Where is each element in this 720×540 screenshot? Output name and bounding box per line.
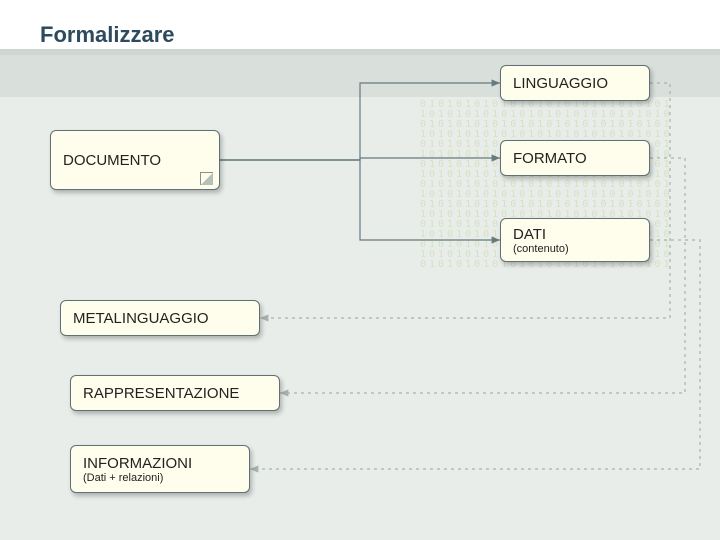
slide-title: Formalizzare <box>40 22 175 48</box>
node-formato-label: FORMATO <box>513 150 637 167</box>
node-linguaggio: LINGUAGGIO <box>500 65 650 101</box>
node-informazioni-sub: (Dati + relazioni) <box>83 472 237 484</box>
node-informazioni-label: INFORMAZIONI <box>83 455 237 472</box>
node-documento-label: DOCUMENTO <box>63 152 207 169</box>
node-metalinguaggio: METALINGUAGGIO <box>60 300 260 336</box>
connector-formato-rappresentazione <box>280 158 685 393</box>
node-rappresentazione-label: RAPPRESENTAZIONE <box>83 385 267 402</box>
connector-documento-dati <box>220 160 500 240</box>
node-dati-sub: (contenuto) <box>513 243 637 255</box>
connector-dati-informazioni <box>250 240 700 469</box>
node-documento: DOCUMENTO <box>50 130 220 190</box>
node-metalinguaggio-label: METALINGUAGGIO <box>73 310 247 327</box>
node-informazioni: INFORMAZIONI(Dati + relazioni) <box>70 445 250 493</box>
slide: Formalizzare 010101010101010101010101010… <box>0 0 720 540</box>
node-dati-label: DATI <box>513 226 637 243</box>
node-linguaggio-label: LINGUAGGIO <box>513 75 637 92</box>
connector-linguaggio-metalinguaggio <box>260 83 670 318</box>
node-dati: DATI(contenuto) <box>500 218 650 262</box>
node-rappresentazione: RAPPRESENTAZIONE <box>70 375 280 411</box>
connector-documento-formato <box>220 158 500 160</box>
node-formato: FORMATO <box>500 140 650 176</box>
